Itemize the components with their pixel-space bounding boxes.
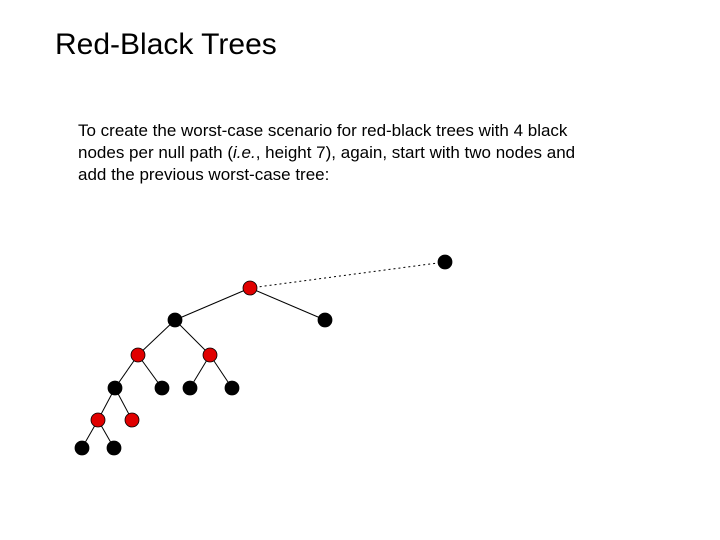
red-node [91,413,105,427]
black-node [318,313,332,327]
slide-title: Red-Black Trees [55,28,277,62]
slide: Red-Black Trees To create the worst-case… [0,0,720,540]
body-italic: i.e. [233,143,256,162]
tree-edge [175,320,210,355]
red-node [125,413,139,427]
slide-body: To create the worst-case scenario for re… [78,120,598,185]
black-node [438,255,452,269]
tree-edge [250,262,445,288]
black-node [107,441,121,455]
red-node [243,281,257,295]
black-node [168,313,182,327]
black-node [155,381,169,395]
tree-edge [175,288,250,320]
black-node [108,381,122,395]
tree-edge [250,288,325,320]
red-node [131,348,145,362]
red-node [203,348,217,362]
black-node [183,381,197,395]
tree-edge [138,320,175,355]
tree-diagram [50,230,510,460]
black-node [75,441,89,455]
black-node [225,381,239,395]
